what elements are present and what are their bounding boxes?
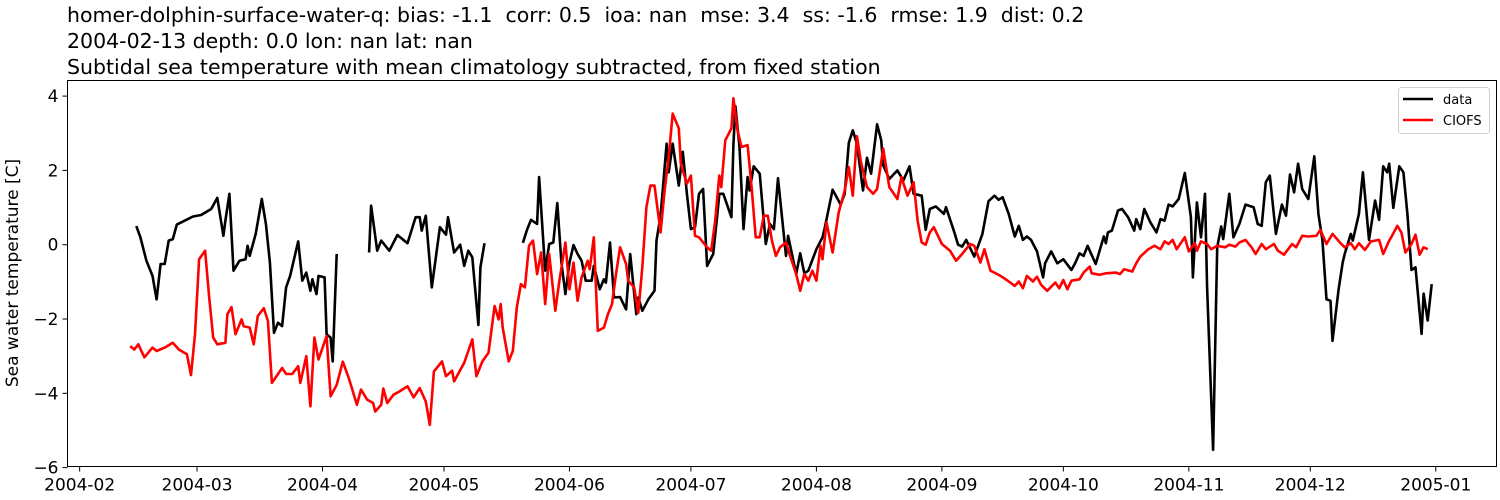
title-line-location: 2004-02-13 depth: 0.0 lon: nan lat: nan [67,29,473,53]
y-tick-label: −2 [33,310,58,330]
y-axis-ticks: 4 2 0 −2 −4 −6 [33,87,68,479]
y-tick-label: 2 [48,161,59,181]
chart-title: homer-dolphin-surface-water-q: bias: -1.… [67,3,1084,79]
series-line-ciofs [129,97,1429,427]
legend-label-ciofs: CIOFS [1443,114,1482,129]
x-tick-label: 2005-01 [1400,476,1471,496]
legend: data CIOFS [1398,87,1490,134]
x-tick-label: 2004-03 [162,476,233,496]
x-axis-ticks: 2004-02 2004-03 2004-04 2004-05 2004-06 2004-… [44,466,1471,496]
plot-frame [67,80,1497,467]
y-axis-label: Sea water temperature [C] [3,159,23,387]
x-tick-label: 2004-12 [1275,476,1346,496]
x-tick-label: 2004-05 [408,476,479,496]
legend-label-data: data [1443,93,1472,108]
x-tick-label: 2004-11 [1153,476,1224,496]
y-tick-label: 4 [48,87,59,107]
x-tick-label: 2004-02 [44,476,115,496]
x-tick-label: 2004-08 [781,476,852,496]
x-tick-label: 2004-10 [1028,476,1099,496]
y-tick-label: 0 [48,236,59,256]
x-tick-label: 2004-07 [655,476,726,496]
title-line-description: Subtidal sea temperature with mean clima… [67,55,881,79]
title-line-stats: homer-dolphin-surface-water-q: bias: -1.… [67,3,1084,27]
x-tick-label: 2004-09 [906,476,977,496]
x-tick-label: 2004-04 [287,476,358,496]
y-tick-label: −6 [33,459,58,479]
y-tick-label: −4 [33,384,58,404]
x-tick-label: 2004-06 [534,476,605,496]
series-line-data [135,104,1433,452]
series-layer [129,97,1433,452]
